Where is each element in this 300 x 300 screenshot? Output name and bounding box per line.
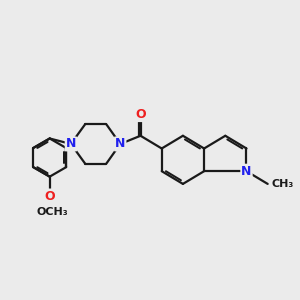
Text: N: N xyxy=(115,137,125,150)
Text: N: N xyxy=(241,165,252,178)
Text: OCH₃: OCH₃ xyxy=(36,207,68,217)
Text: N: N xyxy=(66,137,76,150)
Text: CH₃: CH₃ xyxy=(271,179,294,189)
Text: O: O xyxy=(135,108,146,121)
Text: O: O xyxy=(44,190,55,202)
